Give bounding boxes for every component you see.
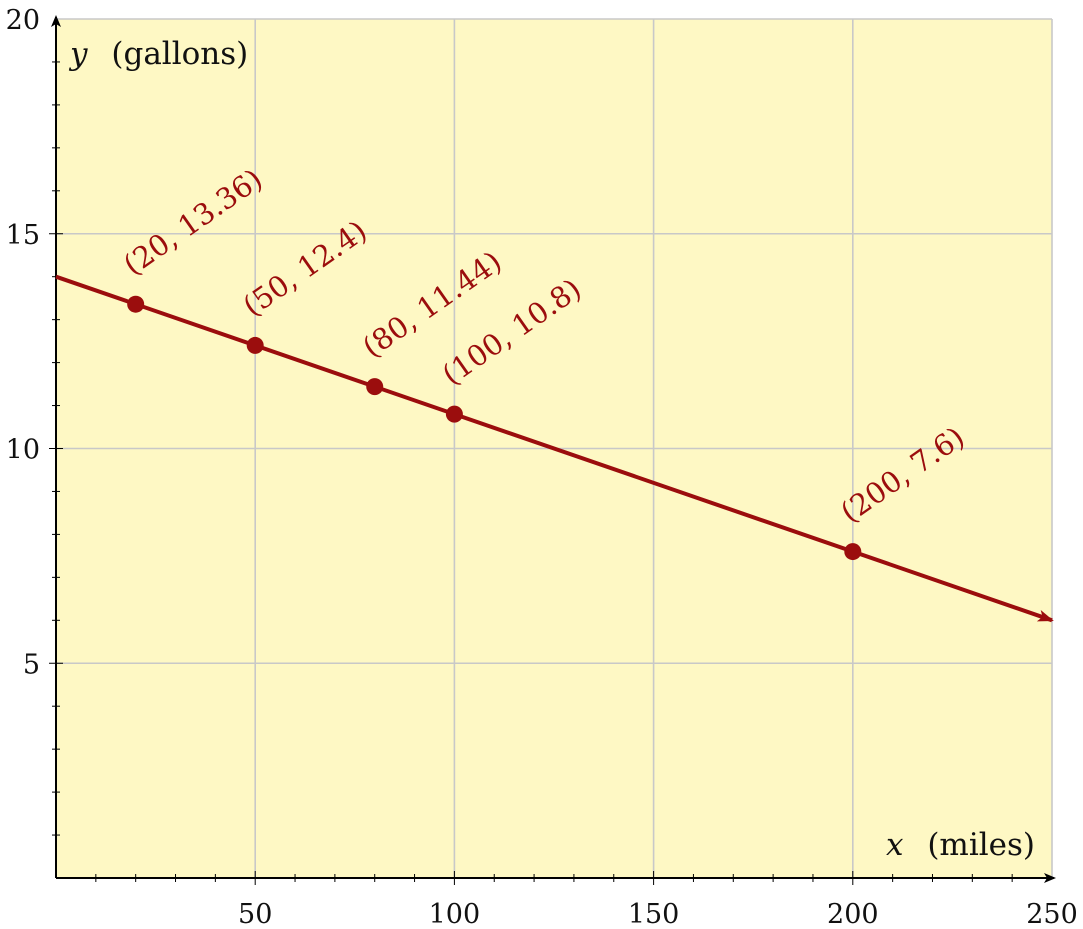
y-axis-unit: (gallons) [111, 36, 248, 72]
data-points [127, 295, 862, 561]
y-tick-label: 5 [23, 649, 40, 680]
x-tick-label: 50 [238, 899, 272, 929]
y-tick-labels: 5 10 15 20 [6, 5, 40, 680]
y-tick-label: 10 [6, 435, 40, 466]
x-axis-variable: x [886, 827, 904, 863]
data-point [246, 336, 264, 354]
x-tick-labels: 50 100 150 200 250 [238, 899, 1078, 929]
y-tick-label: 15 [6, 220, 40, 251]
y-tick-label: 20 [6, 5, 40, 36]
x-axis-title: x (miles) [886, 827, 1035, 863]
y-axis-variable: y [68, 36, 88, 72]
x-tick-label: 250 [1026, 899, 1078, 929]
x-tick-label: 100 [429, 899, 481, 929]
x-axis-unit: (miles) [927, 827, 1035, 863]
x-tick-label: 200 [827, 899, 879, 929]
y-axis-title: y (gallons) [68, 36, 248, 72]
data-point [366, 378, 384, 396]
data-point [445, 405, 463, 423]
x-tick-label: 150 [628, 899, 680, 929]
data-point [844, 543, 862, 561]
data-point [127, 295, 145, 313]
grid-lines [56, 18, 1053, 878]
series-line [55, 274, 1054, 623]
